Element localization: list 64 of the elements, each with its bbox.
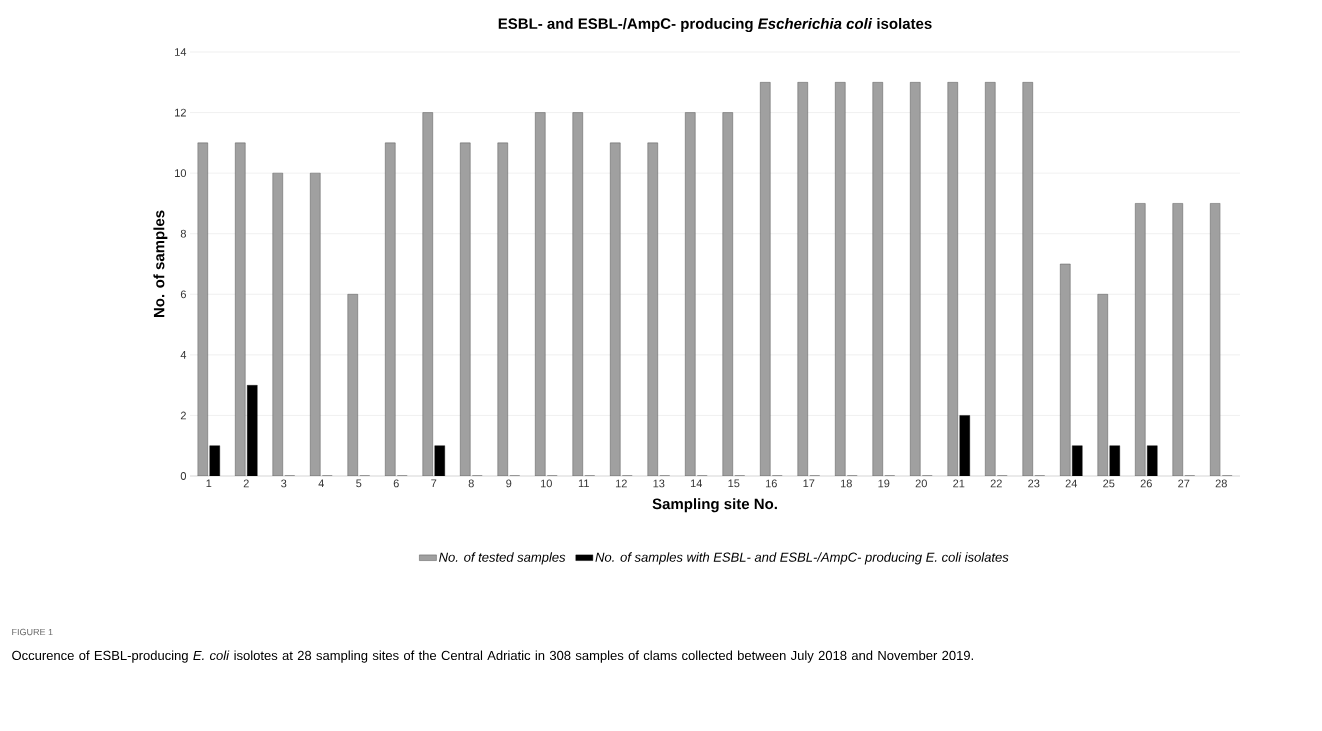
bar [685, 112, 696, 476]
x-tick-label: 11 [578, 479, 589, 488]
bar [1072, 445, 1083, 476]
x-tick-label: 16 [765, 479, 777, 488]
bar [209, 445, 220, 476]
x-tick-label: 1 [206, 479, 212, 488]
bar [535, 112, 546, 476]
x-tick-label: 7 [431, 479, 437, 488]
bar [572, 112, 583, 476]
x-tick-label: 10 [540, 479, 552, 488]
x-tick-label: 8 [468, 479, 474, 488]
bar [835, 82, 846, 476]
x-tick-label: 18 [840, 479, 852, 488]
bar [947, 82, 958, 476]
x-tick-label: 21 [953, 479, 965, 488]
legend-label: No. of samples with ESBL- and ESBL-/AmpC- producing E. coli isolates [595, 552, 1009, 565]
x-tick-label: 3 [281, 479, 287, 488]
y-tick-label: 0 [180, 472, 187, 480]
x-tick-label: 5 [356, 479, 362, 488]
bar [1022, 82, 1033, 476]
bar [872, 82, 883, 476]
y-tick-label: 8 [180, 229, 186, 238]
bar [910, 82, 921, 476]
x-tick-label: 4 [318, 479, 324, 488]
x-tick-label: 13 [653, 479, 665, 488]
bar [434, 445, 445, 476]
bar [1147, 445, 1158, 476]
y-tick-label: 14 [175, 48, 187, 56]
x-tick-label: 24 [1065, 479, 1078, 488]
bar [722, 112, 733, 476]
y-tick-label: 12 [175, 108, 186, 117]
bar [247, 384, 258, 476]
x-tick-label: 6 [393, 479, 399, 488]
bar [1135, 203, 1146, 476]
x-tick-label: 14 [690, 479, 703, 488]
bar [985, 82, 996, 476]
x-tick-label: 17 [803, 479, 815, 488]
caption: FIGURE 1 [12, 628, 53, 636]
y-tick-label: 4 [180, 351, 187, 359]
x-tick-label: 12 [615, 479, 627, 488]
x-tick-label: 23 [1028, 479, 1040, 488]
bar [797, 82, 808, 476]
x-tick-label: 27 [1178, 479, 1190, 488]
bar [1109, 445, 1120, 476]
x-tick-label: 28 [1215, 479, 1227, 488]
y-tick-label: 10 [175, 169, 187, 178]
x-tick-label: 2 [243, 479, 249, 488]
x-tick-label: 15 [728, 479, 740, 488]
text: Occurence of ESBL-producing E. coli isolotes at 28 sampling sites of the Central Adriatic in 308 samples of clams collected between July 2018 and November 2019. [12, 650, 973, 663]
bar [422, 112, 433, 476]
x-tick-label: 25 [1103, 479, 1115, 488]
legend-label: No. of tested samples [439, 552, 566, 565]
y-tick-label: 2 [180, 411, 186, 420]
x-tick-label: 9 [506, 479, 512, 488]
y-axis-title: No. of samples [153, 210, 168, 318]
y-tick-label: 6 [180, 290, 186, 299]
x-tick-label: 19 [878, 479, 890, 488]
x-tick-label: 20 [915, 479, 927, 488]
bar [760, 82, 771, 476]
bar [959, 415, 970, 476]
x-tick-label: 22 [990, 479, 1002, 488]
chart-title: ESBL- and ESBL-/AmpC- producing Escherichia coli isolates [498, 17, 932, 33]
x-tick-label: 26 [1140, 479, 1152, 488]
x-axis-title: Sampling site No. [652, 498, 777, 513]
